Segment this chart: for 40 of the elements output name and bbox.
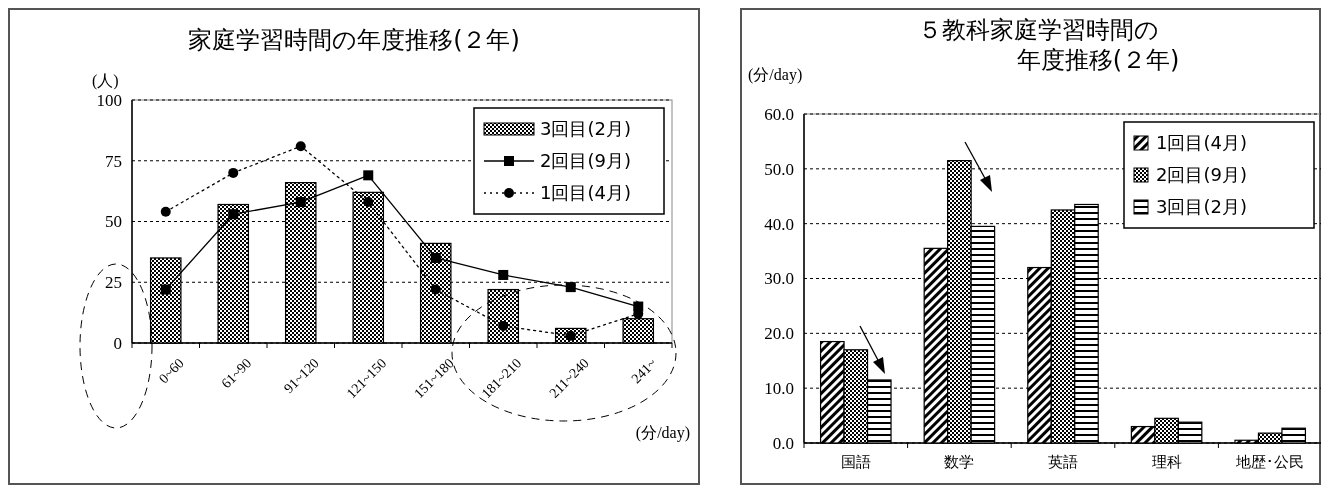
point [498, 269, 509, 280]
y-tick-label: 40.0 [764, 214, 794, 234]
y-tick-label: 50.0 [764, 159, 794, 179]
point [430, 252, 441, 263]
point [160, 206, 171, 217]
y-tick-label: 60.0 [764, 104, 794, 124]
y-tick-label: 25 [105, 273, 122, 293]
x-tick-label: 理科 [1151, 453, 1182, 471]
x-tick-label: 国語 [840, 453, 871, 471]
legend-label: 3回目(2月) [1156, 196, 1247, 218]
y-tick-label: 75 [105, 151, 122, 171]
y-tick-label: 0.0 [772, 433, 794, 453]
legend-label: 3回目(2月) [540, 118, 631, 140]
point [363, 170, 374, 181]
y-tick-label: 100 [96, 90, 122, 110]
x-axis-title: (分/day) [635, 424, 690, 442]
point [228, 167, 239, 178]
point [228, 209, 239, 220]
point [498, 320, 509, 331]
legend-label: 1回目(4月) [540, 182, 631, 204]
y-tick-label: 0 [113, 333, 122, 353]
x-tick-label: 地歴･公民 [1235, 453, 1305, 471]
chart-title: ５教科家庭学習時間の年度推移(２年) [917, 16, 1180, 74]
point [160, 284, 171, 295]
y-tick-label: 50 [105, 212, 122, 232]
y-tick-label: 20.0 [764, 324, 794, 344]
y-axis-title: (分/day) [748, 66, 803, 84]
y-axis-title: (人) [92, 72, 119, 90]
point [295, 141, 306, 152]
y-tick-label: 30.0 [764, 269, 794, 289]
point [363, 197, 374, 208]
point [295, 197, 306, 208]
chart-title: 家庭学習時間の年度推移(２年) [188, 26, 520, 54]
x-tick-label: 数学 [944, 453, 975, 471]
legend-label: 2回目(9月) [540, 150, 631, 172]
legend-label: 2回目(9月) [1156, 164, 1247, 186]
legend-label: 1回目(4月) [1156, 132, 1247, 154]
y-tick-label: 10.0 [764, 379, 794, 399]
x-tick-label: 英語 [1048, 453, 1078, 471]
point [430, 284, 441, 295]
